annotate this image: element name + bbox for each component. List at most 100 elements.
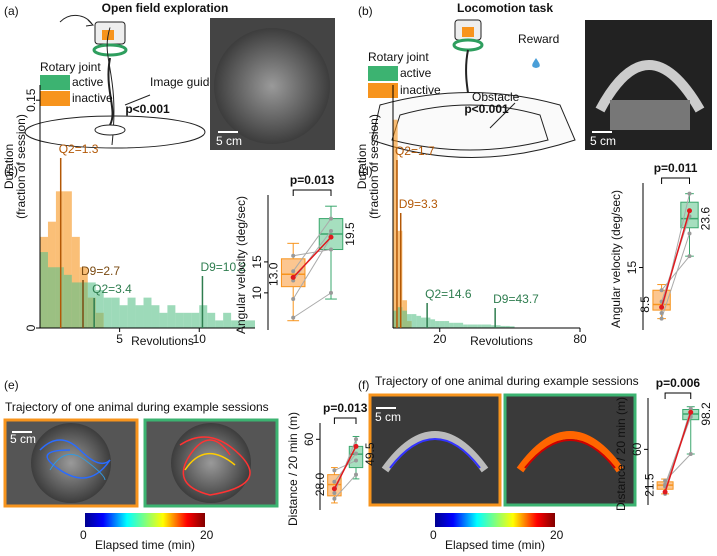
histogram-bar bbox=[231, 320, 240, 328]
histogram-bar bbox=[239, 320, 248, 328]
x-axis-label: Revolutions bbox=[470, 334, 533, 348]
mean-point bbox=[688, 409, 694, 415]
histogram-bar bbox=[207, 312, 216, 328]
trajectory-title: Trajectory of one animal during example … bbox=[5, 400, 269, 414]
diagram-label: active bbox=[400, 66, 432, 80]
x-tick-label: 5 bbox=[116, 332, 123, 346]
paired-line bbox=[292, 230, 332, 281]
annotation: p=0.013 bbox=[323, 401, 368, 415]
histogram-bar bbox=[477, 324, 482, 328]
histogram-bar bbox=[491, 325, 496, 328]
median-label: 23.6 bbox=[698, 207, 712, 231]
histogram-bar bbox=[449, 322, 454, 328]
histogram-bar bbox=[143, 297, 152, 328]
median-label: 98.2 bbox=[699, 402, 713, 426]
histogram-bar bbox=[444, 321, 450, 328]
diagram-label: Image guide bbox=[150, 75, 216, 89]
histogram-bar bbox=[393, 310, 398, 328]
histogram-bar bbox=[393, 119, 398, 328]
marker-label: D9=10.2 bbox=[200, 260, 246, 274]
marker-label: D9=3.3 bbox=[399, 197, 438, 211]
panel-label: (a) bbox=[4, 4, 19, 18]
y-tick-label: 10 bbox=[250, 286, 264, 300]
histogram-bar bbox=[103, 297, 112, 328]
x-axis-label: Revolutions bbox=[131, 334, 194, 348]
histogram-bar bbox=[87, 282, 96, 328]
y-axis-label: Angular velocity (deg/sec) bbox=[234, 196, 248, 334]
histogram-bar bbox=[127, 297, 136, 328]
point bbox=[329, 247, 333, 252]
point bbox=[291, 253, 296, 258]
diagram-label: Rotary joint bbox=[368, 50, 429, 64]
point bbox=[354, 458, 358, 463]
histogram-bar bbox=[416, 315, 422, 328]
marker-label: D9=43.7 bbox=[493, 292, 539, 306]
point bbox=[291, 315, 296, 320]
annotation: p=0.011 bbox=[654, 161, 698, 175]
histogram-bar bbox=[407, 314, 412, 328]
histogram-bar bbox=[135, 305, 144, 328]
panel-label: (c) bbox=[4, 164, 18, 178]
colorbar-tick: 0 bbox=[80, 528, 87, 542]
mean-point bbox=[290, 274, 296, 280]
histogram-bar bbox=[247, 320, 255, 328]
photo-b: 5 cm bbox=[585, 20, 712, 150]
diagram-label: inactive bbox=[400, 83, 441, 97]
y-axis-label: Angular velocity (deg/sec) bbox=[609, 190, 623, 328]
point bbox=[687, 191, 692, 196]
point bbox=[332, 496, 337, 501]
histogram-bar bbox=[111, 297, 120, 328]
median-label: 13.0 bbox=[267, 262, 281, 286]
marker-label: Q2=14.6 bbox=[425, 287, 472, 301]
median-label: 49.5 bbox=[363, 442, 377, 466]
bracket bbox=[661, 177, 690, 184]
mean-point bbox=[687, 208, 692, 214]
histogram-bar bbox=[495, 325, 501, 328]
histogram-bar bbox=[215, 320, 224, 328]
mean-line bbox=[292, 236, 332, 278]
histogram-bar bbox=[95, 290, 104, 328]
panel-label: (b) bbox=[358, 4, 373, 18]
paired-line bbox=[293, 249, 332, 257]
point bbox=[329, 216, 333, 221]
x-tick-label: 20 bbox=[433, 332, 447, 346]
median-label: 28.0 bbox=[313, 473, 327, 497]
histogram-bar bbox=[481, 324, 487, 328]
paired-line bbox=[292, 236, 332, 300]
paired-line bbox=[292, 292, 332, 319]
histogram-bar bbox=[463, 324, 468, 328]
mean-line bbox=[333, 446, 357, 490]
histogram-bar bbox=[71, 282, 80, 328]
y-axis-label: Distance / 20 min (m) bbox=[286, 412, 300, 526]
diagram-a: Open field exploration Rotary joint acti… bbox=[24, 1, 228, 149]
paired-line bbox=[661, 255, 690, 291]
point bbox=[354, 451, 358, 456]
annotation: p=0.006 bbox=[656, 376, 701, 390]
point bbox=[291, 297, 296, 302]
histogram-bar bbox=[505, 325, 510, 328]
point bbox=[659, 316, 664, 321]
x-tick-label: 80 bbox=[573, 332, 587, 346]
colorbar-tick: 0 bbox=[430, 528, 437, 542]
histogram-bar bbox=[430, 319, 436, 328]
marker-label: Q2=1.7 bbox=[395, 144, 435, 158]
y-tick-label: 0.15 bbox=[24, 88, 38, 112]
histogram-bar bbox=[453, 322, 459, 328]
histogram-bar bbox=[119, 305, 128, 328]
mean-point bbox=[353, 443, 359, 449]
median-label: 8.5 bbox=[638, 296, 652, 313]
scalebar-label: 5 cm bbox=[590, 134, 616, 148]
histogram-bar bbox=[467, 324, 473, 328]
point bbox=[688, 452, 693, 456]
scalebar-label: 5 cm bbox=[375, 410, 401, 424]
colorbar-label: Elapsed time (min) bbox=[95, 538, 195, 552]
scalebar-label: 5 cm bbox=[10, 432, 36, 446]
histogram-bar bbox=[486, 324, 492, 328]
histogram-bar bbox=[458, 322, 464, 328]
y-axis-label: Duration bbox=[2, 144, 16, 189]
panel-label: (f) bbox=[358, 378, 369, 392]
y-tick-label: 60 bbox=[302, 432, 316, 446]
histogram-bar bbox=[425, 317, 431, 328]
histogram-bar bbox=[159, 312, 168, 328]
